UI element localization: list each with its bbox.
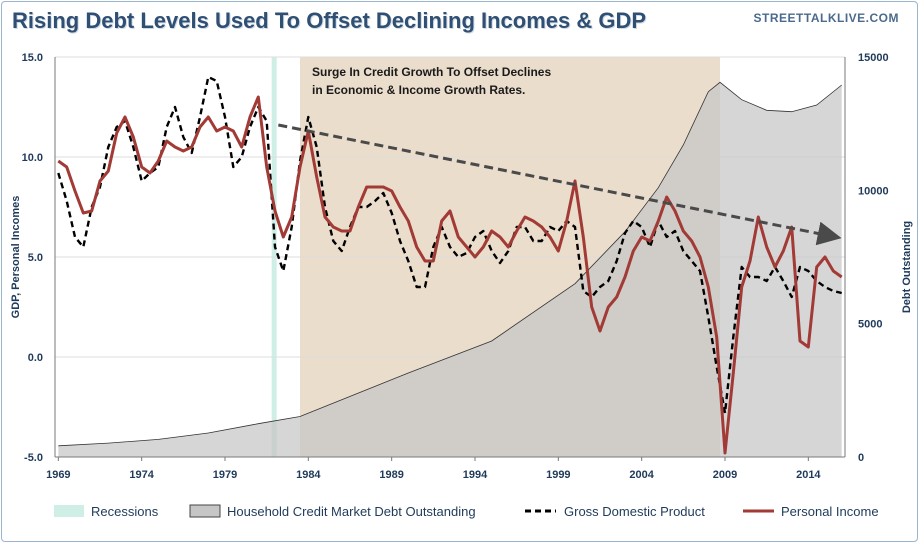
x-tick-label: 1974 xyxy=(129,469,154,481)
annotation-line: in Economic & Income Growth Rates. xyxy=(312,83,525,97)
personal-income-line xyxy=(57,95,843,455)
y2-tick-label: 5000 xyxy=(858,319,882,331)
legend-label-recessions: Recessions xyxy=(91,504,159,519)
y2-tick-label: 10000 xyxy=(858,185,889,197)
y-tick-label: 10.0 xyxy=(22,152,43,164)
x-tick-label: 1999 xyxy=(546,469,570,481)
x-tick-label: 1989 xyxy=(379,469,403,481)
y-tick-label: 15.0 xyxy=(22,52,43,64)
y-tick-label: 5.0 xyxy=(28,252,43,264)
x-tick-label: 1979 xyxy=(213,469,237,481)
x-tick-label: 1994 xyxy=(463,469,488,481)
legend-swatch-debt xyxy=(189,504,221,518)
legend-label-debt: Household Credit Market Debt Outstanding xyxy=(227,504,476,519)
source-label: STREETTALKLIVE.COM xyxy=(753,11,899,25)
x-tick-label: 1984 xyxy=(296,469,321,481)
legend-label-gdp: Gross Domestic Product xyxy=(564,504,705,519)
y-axis-label: GDP, Personal Incomes xyxy=(10,196,22,319)
y-tick-label: -5.0 xyxy=(24,452,43,464)
legend-swatch-recessions xyxy=(54,505,84,517)
y2-tick-label: 15000 xyxy=(858,52,889,64)
annotation-line: Surge In Credit Growth To Offset Decline… xyxy=(312,65,551,79)
y2-tick-label: 0 xyxy=(858,452,864,464)
y2-axis-label: Debt Outstanding xyxy=(901,221,913,313)
chart-title: Rising Debt Levels Used To Offset Declin… xyxy=(12,8,647,33)
debt-area xyxy=(58,82,842,458)
y-tick-label: 0.0 xyxy=(28,352,43,364)
debt-outline xyxy=(58,81,842,447)
x-tick-label: 1969 xyxy=(46,469,70,481)
x-tick-label: 2014 xyxy=(796,469,821,481)
x-tick-label: 2009 xyxy=(713,469,737,481)
trend-arrow xyxy=(278,123,842,246)
legend-label-income: Personal Income xyxy=(781,504,879,519)
x-tick-label: 2004 xyxy=(629,469,654,481)
